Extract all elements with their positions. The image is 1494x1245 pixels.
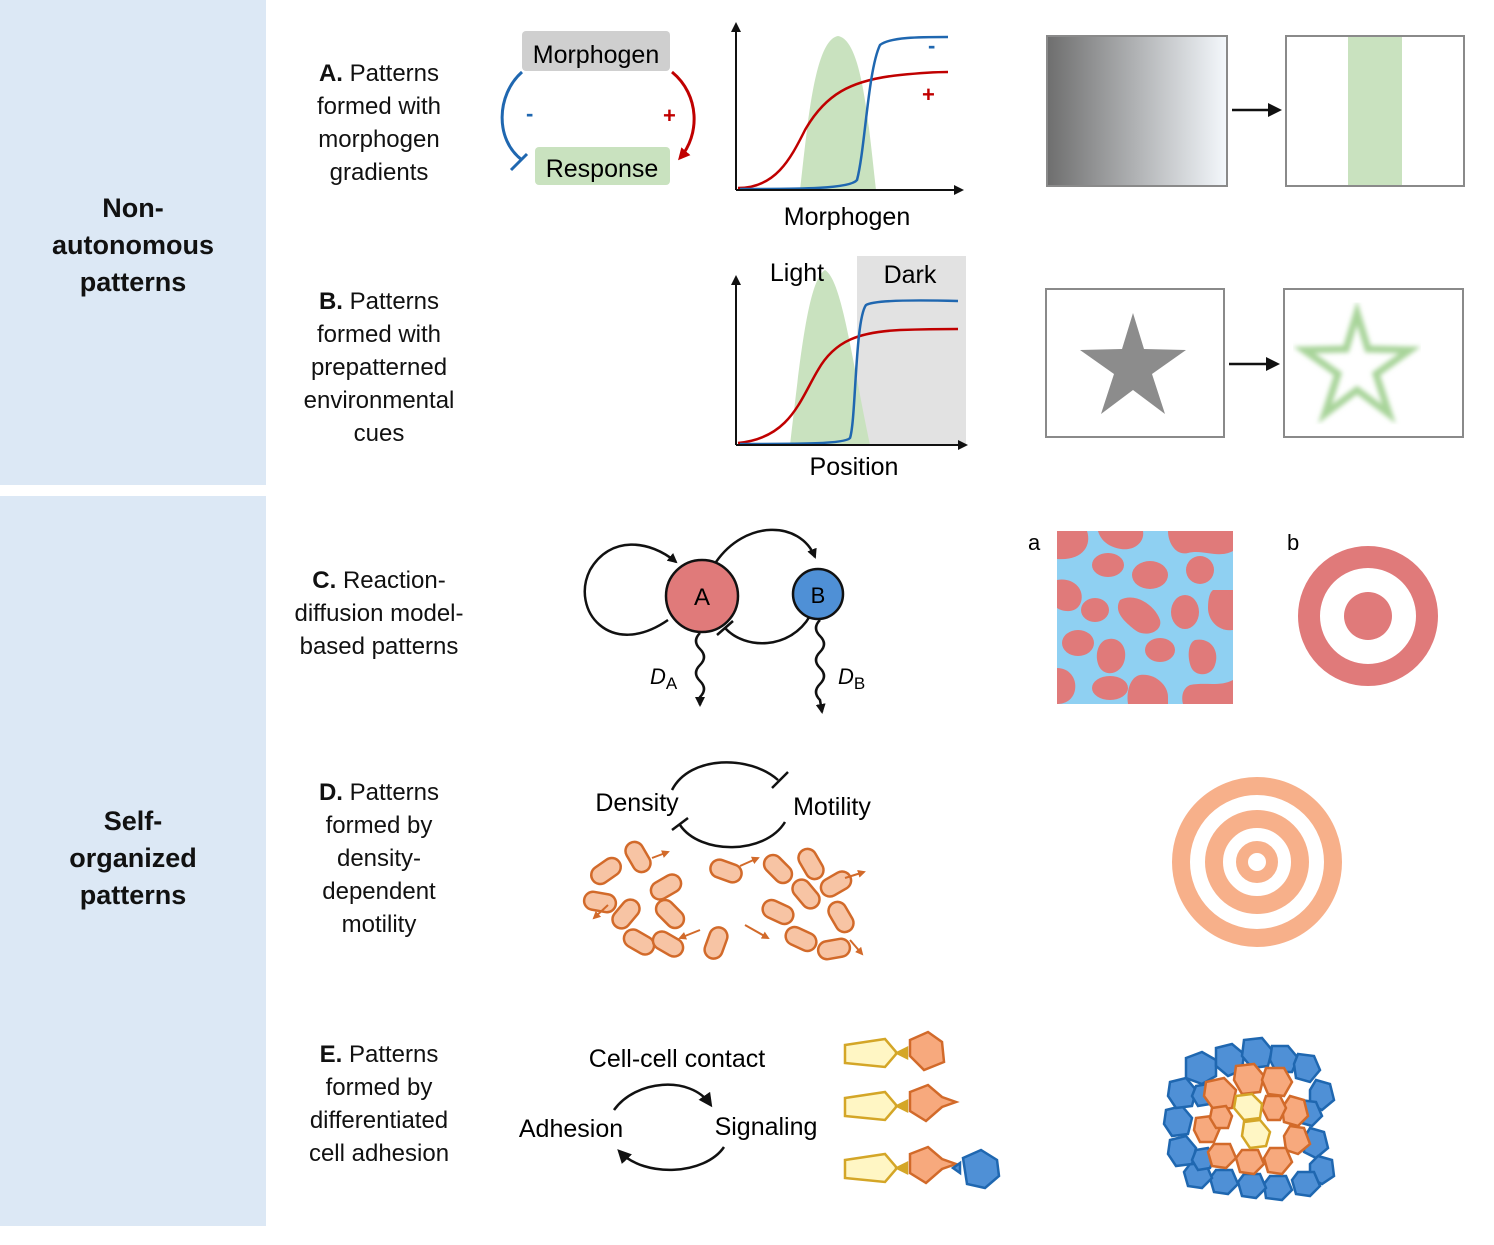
chart-b-xlabel: Position: [810, 453, 899, 481]
chart-a-xlabel: Morphogen: [784, 203, 910, 231]
plus-sign: +: [663, 103, 676, 128]
inner-yellow-cells: [1232, 1092, 1272, 1150]
row-label-e: E. Patterns formed by differentiated cel…: [308, 1041, 450, 1167]
diffusion-a-arrow: [694, 632, 706, 707]
row-label-d: D. Patterns formed by density- dependent…: [318, 779, 440, 938]
motility-to-density-arc: [678, 821, 787, 849]
group-label-non-autonomous: Non- autonomous patterns: [52, 193, 214, 297]
cell-chain-e: [843, 1030, 1001, 1190]
self-organized-band: [0, 496, 266, 1226]
middle-ring: [1205, 810, 1309, 914]
inhibition-bar: [509, 152, 529, 172]
gray-star: [1080, 313, 1186, 414]
inhibit-bar-c: [716, 620, 734, 636]
morphogen-label: Morphogen: [533, 41, 659, 69]
morphogen-box: [522, 31, 670, 71]
green-star-outline: [1293, 301, 1421, 424]
row-label-c: C. Reaction- diffusion model- based patt…: [294, 567, 464, 660]
outer-ring: [1172, 777, 1342, 947]
row-label-a: A. Patterns formed with morphogen gradie…: [316, 60, 442, 186]
response-label: Response: [546, 155, 659, 183]
node-a-label: A: [694, 584, 710, 611]
group-label-self-organized: Self- organized patterns: [69, 806, 197, 910]
activation-arc: [671, 70, 696, 161]
adhesion-to-signaling-arc: [612, 1083, 713, 1111]
self-activation-arc: [583, 543, 678, 636]
light-label: Light: [770, 259, 824, 287]
light-peak: [790, 270, 870, 445]
inner-ring: [1236, 841, 1278, 883]
outline-square: [1283, 288, 1464, 438]
motility-arrows-d: [592, 850, 866, 956]
pattern-b: [1045, 288, 1464, 438]
target-ring: [1298, 546, 1438, 686]
gradient-square: [1046, 35, 1228, 187]
turing-spots: [1057, 531, 1233, 704]
pattern-e: [1162, 1036, 1336, 1202]
curve-minus-label: -: [928, 33, 935, 58]
adhesion-label: Adhesion: [519, 1115, 623, 1143]
chart-a: - + Morphogen: [731, 22, 964, 231]
green-stripe: [1348, 37, 1402, 185]
dark-region: [857, 256, 966, 445]
dark-label: Dark: [884, 261, 937, 289]
curve-plus-label: +: [922, 82, 935, 107]
inhibition-arc: [500, 70, 524, 162]
response-box: [535, 147, 670, 185]
pattern-a: [1046, 35, 1465, 187]
contact-label: Cell-cell contact: [589, 1045, 766, 1073]
response-peak: [800, 36, 876, 190]
db-label: DB: [838, 664, 865, 693]
density-to-motility-arc: [670, 761, 779, 791]
inhibit-bar-d1: [771, 771, 789, 789]
inhibit-bar-d2: [671, 817, 689, 831]
chart-b: Light Dark Position: [731, 256, 968, 481]
a-to-b-arc: [714, 528, 817, 563]
middle-orange-cells: [1192, 1062, 1312, 1176]
panel-a-label: a: [1028, 530, 1041, 555]
node-b: [791, 567, 845, 621]
target-center: [1344, 592, 1392, 640]
diagram-d: Density Motility: [595, 761, 871, 849]
motility-label: Motility: [793, 793, 871, 821]
blue-curve-b: [739, 299, 959, 446]
da-label: DA: [650, 664, 678, 693]
diagram-a-loop: Morphogen Response - +: [500, 31, 696, 185]
panel-b-label: b: [1287, 530, 1299, 555]
blue-curve: [739, 35, 949, 191]
signaling-label: Signaling: [715, 1113, 818, 1141]
signaling-to-adhesion-arc: [617, 1146, 726, 1171]
red-curve-b: [737, 327, 959, 445]
red-curve: [737, 70, 949, 190]
non-autonomous-band: [0, 0, 266, 485]
pattern-c: a b: [1028, 530, 1438, 704]
diffusion-b-arrow: [814, 619, 826, 714]
cell-cluster-d: [582, 840, 855, 961]
node-b-label: B: [811, 583, 826, 608]
row-label-b: B. Patterns formed with prepatterned env…: [303, 288, 455, 447]
diagram-c: A B DA DB: [583, 528, 865, 714]
outer-blue-cells: [1162, 1036, 1336, 1202]
b-inhibits-a-arc: [724, 615, 812, 645]
diagram-e: Cell-cell contact Adhesion Signaling: [519, 1045, 818, 1171]
density-label: Density: [595, 789, 679, 817]
minus-sign: -: [526, 101, 533, 126]
node-a: [664, 558, 740, 634]
pattern-d: [1172, 777, 1342, 947]
